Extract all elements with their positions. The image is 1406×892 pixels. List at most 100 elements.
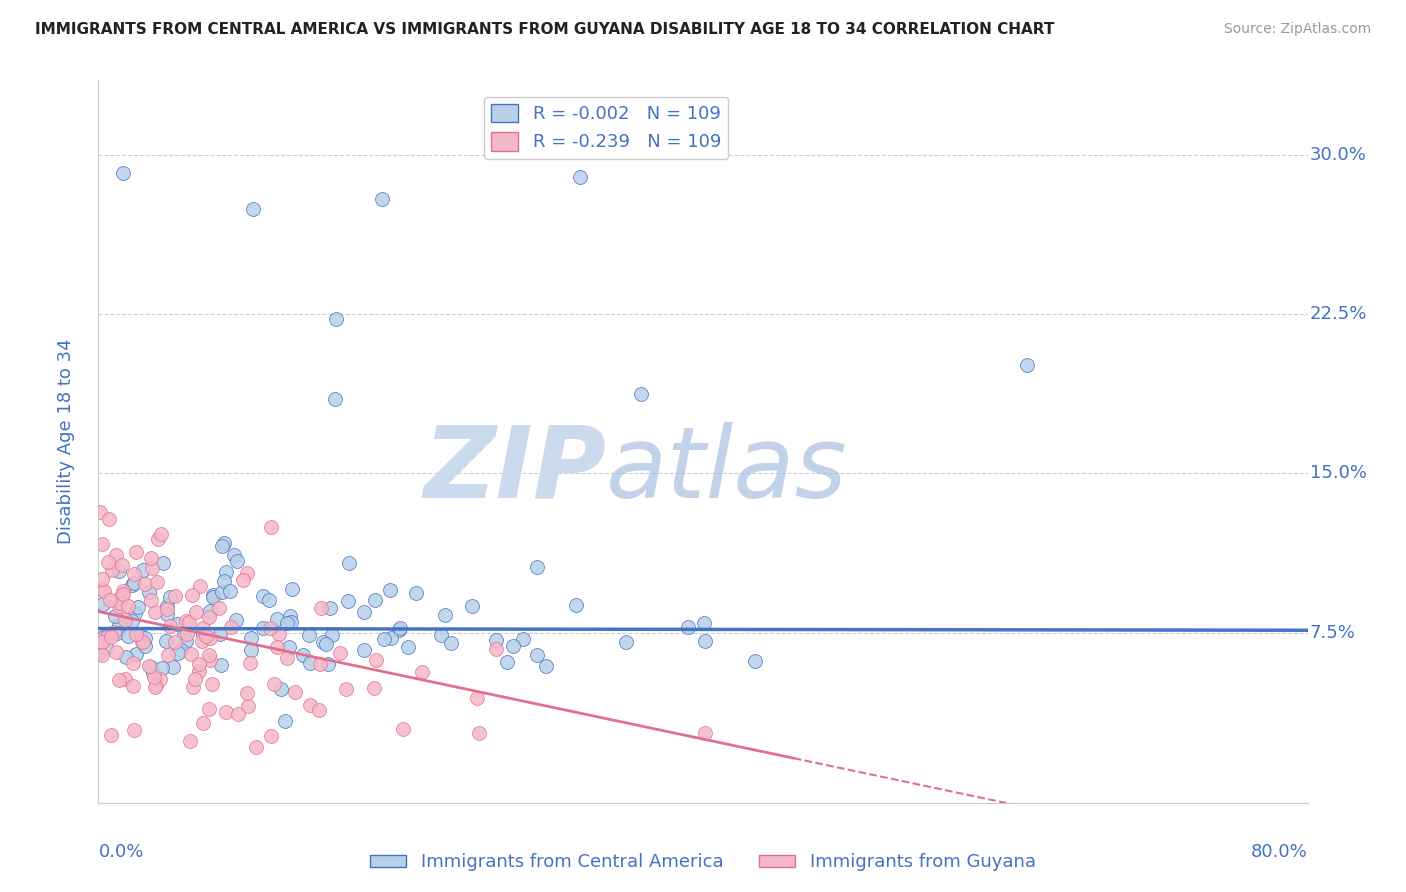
- Point: [214, 565, 236, 579]
- Point: [434, 607, 457, 622]
- Point: [209, 627, 232, 641]
- Point: [225, 554, 247, 568]
- Point: [91, 635, 114, 649]
- Point: [174, 614, 197, 628]
- Point: [195, 629, 218, 643]
- Point: [132, 635, 155, 649]
- Point: [319, 601, 342, 615]
- Point: [292, 648, 315, 662]
- Point: [141, 561, 163, 575]
- Point: [110, 590, 132, 604]
- Text: ZIP: ZIP: [423, 422, 606, 519]
- Point: [219, 620, 242, 634]
- Point: [117, 599, 139, 614]
- Point: [526, 648, 548, 663]
- Point: [145, 678, 167, 692]
- Point: [388, 621, 411, 635]
- Point: [534, 658, 557, 673]
- Point: [131, 635, 153, 649]
- Point: [93, 630, 115, 644]
- Point: [121, 679, 143, 693]
- Point: [238, 656, 260, 670]
- Point: [198, 604, 221, 618]
- Point: [335, 681, 357, 696]
- Point: [122, 656, 145, 670]
- Point: [309, 601, 332, 615]
- Point: [105, 625, 128, 640]
- Point: [485, 632, 508, 647]
- Point: [149, 672, 172, 686]
- Point: [364, 653, 387, 667]
- Point: [193, 627, 215, 641]
- Point: [281, 582, 304, 597]
- Point: [526, 560, 548, 574]
- Point: [744, 654, 766, 668]
- Point: [198, 609, 221, 624]
- Point: [117, 630, 139, 644]
- Point: [440, 636, 463, 650]
- Point: [111, 166, 134, 180]
- Point: [236, 566, 259, 580]
- Point: [114, 672, 136, 686]
- Point: [114, 613, 136, 627]
- Point: [396, 640, 419, 654]
- Point: [103, 624, 125, 639]
- Point: [188, 664, 211, 678]
- Point: [198, 648, 221, 662]
- Point: [1015, 358, 1038, 372]
- Point: [96, 630, 118, 644]
- Point: [280, 608, 302, 623]
- Legend: R = -0.002   N = 109, R = -0.239   N = 109: R = -0.002 N = 109, R = -0.239 N = 109: [484, 96, 728, 159]
- Point: [105, 548, 128, 562]
- Point: [108, 673, 131, 687]
- Point: [162, 660, 184, 674]
- Point: [467, 726, 489, 740]
- Point: [212, 574, 235, 588]
- Point: [316, 657, 339, 672]
- Point: [141, 551, 163, 566]
- Point: [155, 634, 177, 648]
- Point: [211, 539, 233, 553]
- Point: [134, 640, 156, 654]
- Point: [170, 642, 193, 657]
- Point: [122, 567, 145, 582]
- Point: [460, 599, 482, 613]
- Point: [485, 641, 508, 656]
- Point: [502, 639, 524, 653]
- Point: [181, 588, 204, 602]
- Point: [183, 673, 205, 687]
- Point: [270, 682, 292, 697]
- Point: [219, 583, 242, 598]
- Point: [236, 698, 259, 713]
- Point: [315, 637, 337, 651]
- Point: [90, 582, 112, 596]
- Point: [179, 734, 201, 748]
- Point: [201, 676, 224, 690]
- Point: [125, 647, 148, 661]
- Point: [198, 631, 221, 645]
- Point: [159, 590, 181, 604]
- Point: [266, 612, 288, 626]
- Point: [89, 633, 111, 648]
- Point: [134, 632, 156, 646]
- Point: [101, 563, 124, 577]
- Point: [239, 642, 262, 657]
- Point: [212, 536, 235, 550]
- Point: [148, 532, 170, 546]
- Point: [115, 649, 138, 664]
- Point: [198, 653, 221, 667]
- Point: [157, 648, 180, 662]
- Point: [276, 616, 298, 631]
- Point: [235, 685, 257, 699]
- Point: [108, 564, 131, 578]
- Point: [363, 593, 385, 607]
- Point: [91, 597, 114, 611]
- Point: [405, 586, 427, 600]
- Point: [267, 626, 290, 640]
- Point: [90, 537, 112, 551]
- Point: [191, 633, 214, 648]
- Point: [125, 626, 148, 640]
- Point: [209, 658, 232, 673]
- Text: 0.0%: 0.0%: [98, 843, 143, 861]
- Point: [97, 555, 120, 569]
